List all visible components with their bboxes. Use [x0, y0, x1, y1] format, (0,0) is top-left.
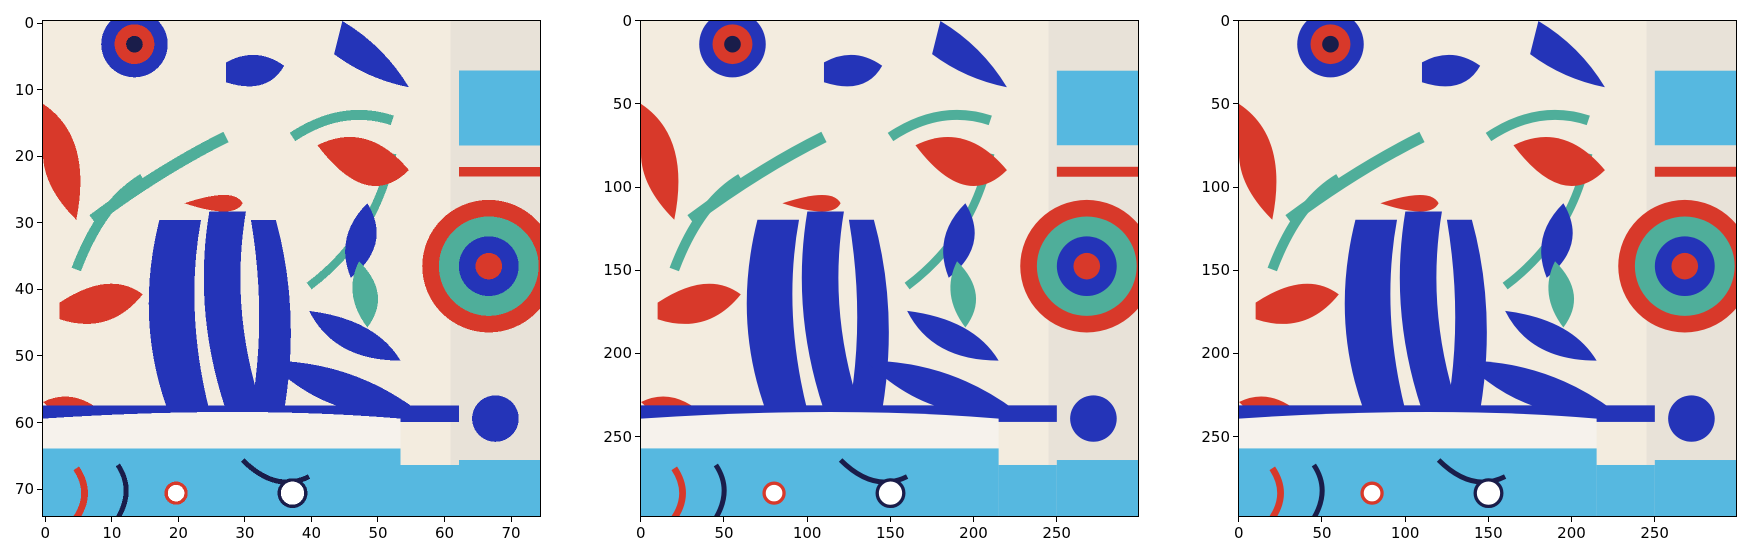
- x-tick-label: 150: [876, 524, 905, 542]
- x-tick-label: 250: [1640, 524, 1669, 542]
- image-axes: [1238, 20, 1737, 517]
- y-tick-label: 100: [1201, 178, 1230, 197]
- y-tick-label: 150: [1201, 261, 1230, 280]
- y-tick-label: 50: [1210, 94, 1230, 113]
- y-tick-mark: [37, 22, 42, 24]
- x-tick-mark: [1570, 517, 1572, 522]
- y-tick-label: 150: [603, 261, 632, 280]
- x-tick-label: 0: [1234, 524, 1244, 542]
- x-tick-label: 60: [434, 524, 455, 542]
- y-tick-label: 0: [622, 11, 632, 30]
- x-tick-label: 200: [1557, 524, 1586, 542]
- y-tick-mark: [1233, 103, 1238, 105]
- y-tick-label: 40: [14, 280, 34, 299]
- y-tick-label: 200: [603, 344, 632, 363]
- y-tick-label: 10: [14, 80, 34, 99]
- y-tick-mark: [635, 352, 640, 354]
- y-tick-mark: [37, 288, 42, 290]
- x-tick-label: 50: [1312, 524, 1332, 542]
- y-tick-mark: [37, 155, 42, 157]
- x-tick-label: 200: [959, 524, 988, 542]
- y-tick-label: 200: [1201, 344, 1230, 363]
- y-tick-label: 250: [1201, 427, 1230, 446]
- x-tick-label: 10: [102, 524, 122, 542]
- y-tick-label: 250: [603, 427, 632, 446]
- y-tick-label: 50: [612, 94, 632, 113]
- x-tick-label: 50: [714, 524, 734, 542]
- x-tick-mark: [806, 517, 808, 522]
- x-tick-label: 50: [368, 524, 388, 542]
- x-tick-label: 0: [40, 524, 51, 542]
- x-tick-mark: [44, 517, 46, 522]
- y-tick-mark: [37, 89, 42, 91]
- x-tick-mark: [444, 517, 446, 522]
- y-tick-mark: [1233, 352, 1238, 354]
- y-tick-label: 50: [14, 346, 34, 365]
- image-upscaled-b: [1239, 21, 1736, 516]
- x-tick-mark: [889, 517, 891, 522]
- x-tick-mark: [1238, 517, 1240, 522]
- x-tick-label: 250: [1042, 524, 1071, 542]
- x-tick-label: 40: [301, 524, 321, 542]
- y-tick-mark: [37, 488, 42, 490]
- y-tick-label: 0: [1220, 11, 1230, 30]
- image-axes: [42, 20, 541, 517]
- x-tick-mark: [972, 517, 974, 522]
- x-tick-mark: [244, 517, 246, 522]
- x-tick-mark: [1487, 517, 1489, 522]
- x-tick-mark: [111, 517, 113, 522]
- x-tick-mark: [377, 517, 379, 522]
- image-upscaled-a: [641, 21, 1138, 516]
- y-tick-mark: [37, 222, 42, 224]
- x-tick-label: 100: [1390, 524, 1420, 542]
- x-tick-mark: [1321, 517, 1323, 522]
- y-tick-label: 70: [14, 480, 34, 499]
- image-axes: [640, 20, 1139, 517]
- y-tick-mark: [1233, 186, 1238, 188]
- y-tick-label: 100: [603, 178, 632, 197]
- y-tick-label: 30: [14, 213, 34, 232]
- x-tick-label: 20: [168, 524, 188, 542]
- x-tick-label: 0: [636, 524, 646, 542]
- x-tick-mark: [510, 517, 512, 522]
- x-tick-mark: [1654, 517, 1656, 522]
- x-tick-mark: [1404, 517, 1406, 522]
- y-tick-label: 0: [24, 14, 34, 33]
- y-tick-mark: [635, 20, 640, 22]
- y-tick-mark: [1233, 20, 1238, 22]
- panel-low-res: 0 10 20 30 40 50 60 70 0 10 20 30 40 50 60 70: [0, 0, 560, 556]
- x-tick-label: 150: [1474, 524, 1503, 542]
- x-tick-mark: [723, 517, 725, 522]
- panel-upscaled-b: 0 50 100 150 200 250 0 50 100 150 200 250: [1196, 0, 1756, 556]
- x-tick-mark: [1056, 517, 1058, 522]
- image-low-res: [43, 21, 540, 516]
- y-tick-label: 60: [14, 413, 34, 432]
- x-tick-mark: [640, 517, 642, 522]
- x-tick-label: 70: [501, 524, 521, 542]
- x-tick-label: 100: [792, 524, 822, 542]
- x-tick-mark: [177, 517, 179, 522]
- x-tick-label: 30: [235, 524, 255, 542]
- x-tick-mark: [310, 517, 312, 522]
- y-tick-mark: [635, 436, 640, 438]
- y-tick-mark: [635, 103, 640, 105]
- y-tick-mark: [635, 186, 640, 188]
- panel-upscaled-a: 0 50 100 150 200 250 0 50 100 150 200 250: [598, 0, 1158, 556]
- y-tick-mark: [1233, 436, 1238, 438]
- y-tick-label: 20: [14, 147, 34, 166]
- y-tick-mark: [635, 269, 640, 271]
- y-tick-mark: [37, 422, 42, 424]
- y-tick-mark: [37, 355, 42, 357]
- y-tick-mark: [1233, 269, 1238, 271]
